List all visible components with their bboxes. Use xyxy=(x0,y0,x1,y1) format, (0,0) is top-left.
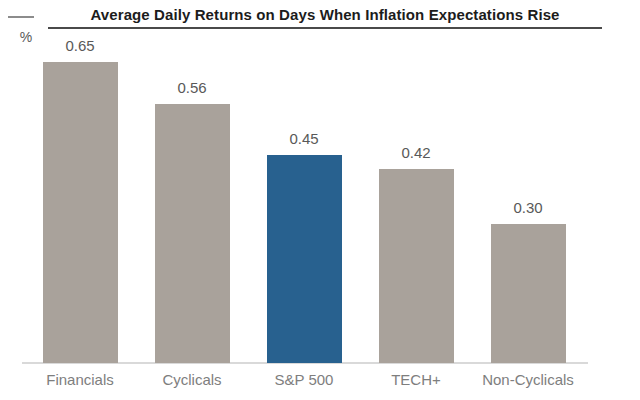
bar-value-label-financials: 0.65 xyxy=(24,37,136,54)
x-axis-label-cyclicals: Cyclicals xyxy=(132,371,252,388)
x-axis-label-non-cyclicals: Non-Cyclicals xyxy=(468,371,588,388)
bar-chart: % Average Daily Returns on Days When Inf… xyxy=(0,0,640,400)
bar-cyclicals xyxy=(155,104,230,363)
bar-financials xyxy=(43,62,118,363)
bar-value-label-s-p-500: 0.45 xyxy=(248,130,360,147)
bar-value-label-cyclicals: 0.56 xyxy=(136,79,248,96)
x-axis-label-tech: TECH+ xyxy=(356,371,476,388)
bar-tech xyxy=(379,169,454,363)
x-axis-label-s-p-500: S&P 500 xyxy=(244,371,364,388)
plot-area: 0.65 Financials 0.56 Cyclicals 0.45 S&P 500 0.… xyxy=(0,0,640,400)
bar-s-p-500 xyxy=(267,155,342,363)
bar-value-label-tech: 0.42 xyxy=(360,144,472,161)
bar-non-cyclicals xyxy=(491,224,566,363)
bar-value-label-non-cyclicals: 0.30 xyxy=(472,199,584,216)
x-axis-label-financials: Financials xyxy=(20,371,140,388)
